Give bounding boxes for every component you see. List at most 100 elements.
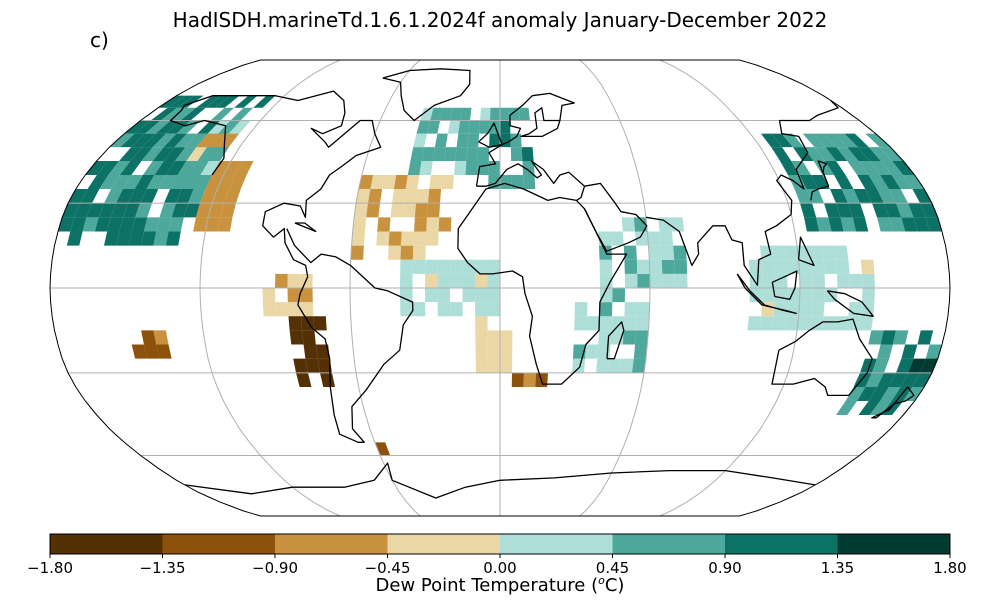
- anomaly-cell: [585, 344, 599, 359]
- anomaly-cell: [475, 302, 488, 317]
- anomaly-cell: [500, 344, 513, 359]
- anomaly-cell: [624, 302, 638, 317]
- anomaly-cell: [847, 160, 869, 175]
- anomaly-cell: [896, 358, 914, 373]
- anomaly-cell: [388, 245, 401, 260]
- anomaly-cell: [804, 217, 820, 232]
- anomaly-cell: [861, 288, 875, 303]
- anomaly-cell: [426, 120, 441, 134]
- colorbar-segment: [725, 534, 838, 554]
- anomaly-cell: [131, 133, 156, 148]
- colorbar-tick-label: −1.35: [139, 559, 186, 577]
- anomaly-cell: [220, 203, 236, 218]
- anomaly-cell: [799, 174, 819, 190]
- anomaly-cell: [413, 231, 427, 246]
- anomaly-cell: [354, 203, 368, 218]
- anomaly-cell: [788, 174, 807, 190]
- anomaly-cell: [128, 189, 147, 204]
- anomaly-cell: [163, 147, 186, 161]
- anomaly-cell: [390, 203, 404, 218]
- anomaly-cell: [816, 217, 832, 232]
- anomaly-cell: [660, 245, 675, 260]
- anomaly-cell: [425, 259, 438, 274]
- anomaly-cell: [429, 174, 443, 190]
- anomaly-cell: [759, 245, 774, 260]
- anomaly-cell: [134, 120, 161, 134]
- anomaly-cell: [412, 259, 426, 274]
- anomaly-cell: [455, 147, 468, 161]
- anomaly-cell: [400, 245, 414, 260]
- anomaly-cell: [80, 189, 100, 204]
- anomaly-cell: [426, 217, 440, 232]
- anomaly-cell: [759, 316, 774, 331]
- anomaly-cell: [792, 147, 814, 161]
- anomaly-cell: [140, 189, 159, 204]
- anomaly-cell: [437, 259, 451, 274]
- anomaly-cell: [611, 316, 625, 331]
- anomaly-cell: [772, 316, 787, 331]
- coastlines: [169, 68, 915, 499]
- anomaly-cell: [196, 133, 219, 148]
- anomaly-cell: [877, 372, 896, 387]
- anomaly-cell: [823, 133, 848, 148]
- coastline: [457, 160, 628, 385]
- anomaly-cell: [460, 107, 472, 121]
- anomaly-cell: [119, 217, 136, 232]
- anomaly-cell: [475, 344, 488, 359]
- anomaly-cell: [262, 288, 276, 303]
- anomaly-cell: [487, 302, 500, 317]
- anomaly-cell: [466, 147, 479, 161]
- anomaly-cell: [877, 189, 896, 204]
- anomaly-cell: [845, 386, 866, 402]
- anomaly-cell: [674, 273, 688, 288]
- anomaly-cell: [857, 174, 878, 190]
- anomaly-cell: [420, 107, 434, 121]
- coastline: [797, 236, 815, 267]
- anomaly-cell: [624, 273, 638, 288]
- anomaly-cell: [823, 259, 838, 274]
- anomaly-cell: [205, 174, 224, 190]
- panel-label: c): [90, 28, 109, 52]
- anomaly-cell: [840, 217, 857, 232]
- anomaly-cell: [146, 174, 166, 190]
- anomaly-cell: [762, 288, 775, 303]
- anomaly-cell: [880, 386, 901, 402]
- anomaly-cell: [152, 133, 177, 148]
- anomaly-cell: [510, 147, 523, 161]
- anomaly-cell: [66, 231, 83, 246]
- anomaly-cell: [99, 174, 120, 190]
- anomaly-cell: [156, 344, 172, 359]
- anomaly-cell: [784, 316, 799, 331]
- anomaly-cell: [872, 203, 890, 218]
- anomaly-cell: [98, 203, 116, 218]
- anomaly-cell: [868, 174, 889, 190]
- anomaly-cell: [797, 316, 812, 331]
- anomaly-cell: [837, 273, 850, 288]
- anomaly-cell: [153, 330, 169, 345]
- anomaly-cell: [402, 203, 416, 218]
- colorbar-tick-label: −0.45: [364, 559, 411, 577]
- anomaly-cell: [599, 259, 613, 274]
- anomaly-cell: [456, 133, 469, 148]
- anomaly-cell: [400, 302, 413, 317]
- anomaly-cell: [853, 189, 872, 204]
- anomaly-cell: [215, 95, 240, 108]
- anomaly-cell: [116, 189, 135, 204]
- anomaly-cell: [196, 95, 222, 108]
- anomaly-cell: [217, 217, 233, 232]
- anomaly-cell: [320, 372, 336, 387]
- anomaly-cell: [185, 133, 208, 148]
- anomaly-cell: [487, 273, 500, 288]
- anomaly-cell: [835, 259, 850, 274]
- colorbar-segment: [50, 534, 163, 554]
- anomaly-cell: [407, 160, 422, 175]
- anomaly-cell: [884, 203, 902, 218]
- anomaly-cell: [636, 302, 650, 317]
- anomaly-cell: [141, 231, 157, 246]
- anomaly-cell: [901, 217, 918, 232]
- anomaly-cell: [128, 231, 144, 246]
- anomaly-cell: [427, 203, 440, 218]
- anomaly-cell: [849, 273, 863, 288]
- anomaly-cell: [825, 147, 848, 161]
